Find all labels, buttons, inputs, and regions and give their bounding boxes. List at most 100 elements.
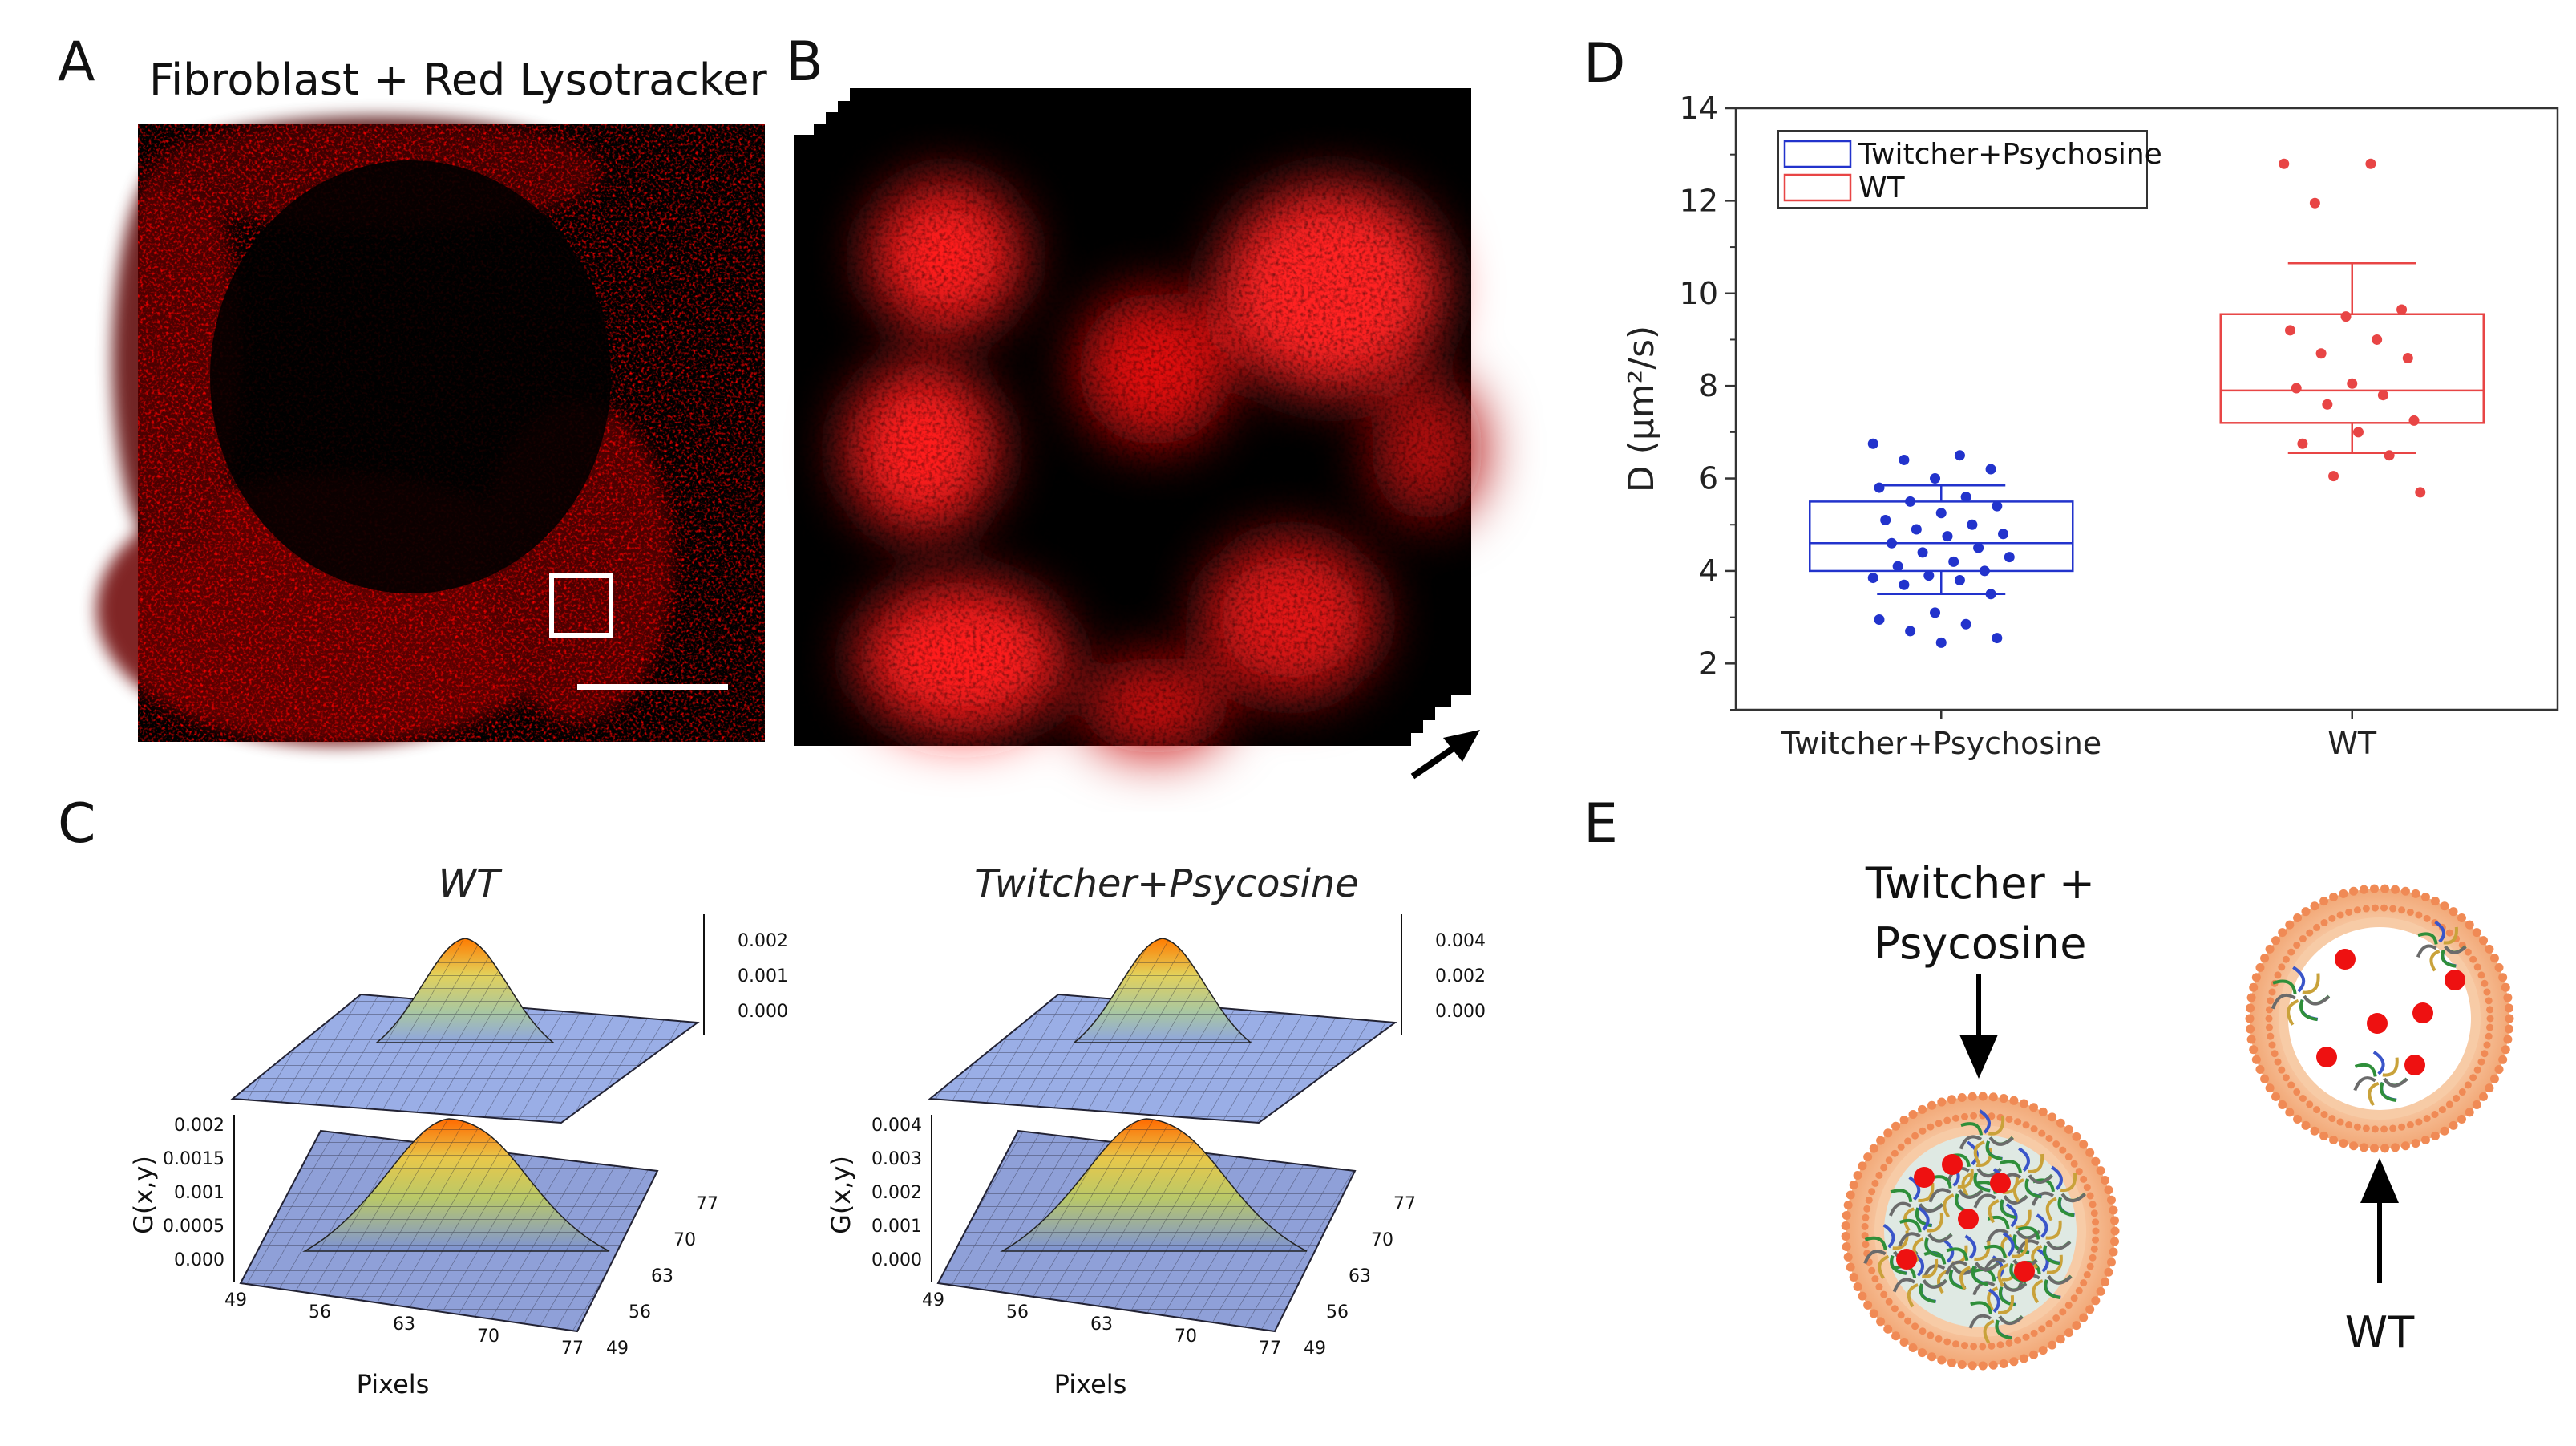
lipid-head (2106, 1258, 2116, 1267)
lipid-head (1846, 1262, 1855, 1272)
lipid-head (2430, 1131, 2440, 1140)
data-surface-mesh (233, 994, 698, 1123)
data-point (1930, 473, 1941, 484)
y-pixel-tick: 56 (629, 1302, 651, 1322)
panel-a-title: Fibroblast + Red Lysotracker (149, 55, 767, 105)
lipid-head-inner (1952, 1114, 1960, 1122)
lipid-head (1858, 1291, 1867, 1301)
fluorophore-dot (1896, 1249, 1917, 1270)
lysosome-twitcher (1841, 1092, 2120, 1371)
panel-b-letter: B (786, 30, 823, 94)
data-point (2365, 158, 2376, 169)
lipid-head (1843, 1201, 1853, 1210)
lipid-head (2293, 1114, 2303, 1124)
lipid-head (2359, 885, 2368, 894)
protein-strand (1917, 1206, 1930, 1231)
lipid-head (2380, 1144, 2390, 1153)
protein-strand (2000, 1199, 2017, 1220)
lipid-head (2096, 1166, 2105, 1176)
surface-plot-wt: WT 0.000 0.0005 0.001 0.0015 0.002 G(x,y) 0.002… (128, 861, 788, 1399)
lipid-head (2479, 936, 2489, 946)
lipid-head (2104, 1185, 2113, 1195)
lipid-head-inner (1861, 1222, 1869, 1230)
lipid-head (1841, 1232, 1850, 1241)
lipid-head-inner (2458, 1088, 2466, 1096)
panel-d-letter: D (1583, 32, 1625, 95)
lipid-head (2380, 884, 2390, 893)
lipid-head (2038, 1346, 2048, 1355)
lipid-head (1978, 1361, 1988, 1371)
lipid-head-inner (2265, 1023, 2273, 1031)
lipid-head (1891, 1121, 1901, 1131)
protein-strand (2032, 1279, 2044, 1304)
lipid-head-inner (2052, 1314, 2060, 1322)
protein-strand (1878, 1254, 1890, 1280)
lipid-head-inner (1970, 1112, 1978, 1120)
lipid-head (2420, 893, 2430, 902)
lipid-head-inner (2423, 1115, 2431, 1123)
legend-swatch (1783, 140, 1852, 168)
lipid-head-inner (2045, 1134, 2053, 1142)
data-surface-mesh (930, 994, 1395, 1123)
x-pixel-tick: 56 (309, 1302, 331, 1322)
lipid-head (1842, 1210, 1851, 1220)
lipid-head (2096, 1286, 2105, 1296)
lipid-head (2245, 1014, 2255, 1023)
lipid-head (2503, 993, 2513, 1002)
data-point (2377, 390, 2388, 401)
lipid-head-inner (2336, 911, 2344, 919)
lipid-head-inner (2005, 1339, 2013, 1347)
lipid-head (2260, 954, 2270, 963)
lipid-head (2457, 1114, 2466, 1124)
lipid-head-inner (1875, 1171, 1883, 1179)
lipid-head (2085, 1148, 2095, 1157)
lipid-head (2369, 884, 2379, 893)
lipid-head-inner (2406, 1121, 2414, 1129)
panel-b: B (786, 30, 1483, 780)
lipid-head (2029, 1350, 2039, 1359)
data-point (1960, 492, 1971, 503)
fit-surface-mesh (305, 1119, 609, 1251)
twitcher-label-line2: Psycosine (1874, 918, 2086, 969)
lipid-head (2110, 1226, 2120, 1236)
lipid-head (2101, 1175, 2110, 1185)
lipid-head (2255, 1064, 2265, 1074)
lipid-head (2079, 1313, 2089, 1322)
lipid-head-inner (2345, 908, 2353, 916)
lipid-head-inner (2059, 1308, 2067, 1316)
lipid-head-inner (2265, 1015, 2273, 1023)
lipid-head (2301, 907, 2311, 917)
lipid-head (2449, 907, 2458, 917)
lipid-head-inner (2328, 1115, 2336, 1123)
protein-strand (1986, 1229, 2009, 1244)
lipid-head-inner (2282, 955, 2290, 963)
lipid-head-inner (2483, 988, 2491, 996)
lipid-head-inner (1927, 1123, 1935, 1131)
lipid-head (2400, 1141, 2410, 1151)
protein-strand (2060, 1193, 2086, 1203)
lipid-head-inner (2052, 1140, 2060, 1148)
lipid-head (2501, 982, 2510, 992)
lipid-head (2359, 1143, 2368, 1152)
lipid-head-inner (2398, 1123, 2406, 1131)
data-point (1935, 508, 1947, 519)
lipid-head (2420, 1135, 2430, 1144)
lipid-head (2072, 1132, 2081, 1141)
lipid-head (2255, 963, 2265, 973)
lipid-head-inner (2092, 1218, 2100, 1226)
lipid-head (1937, 1097, 1947, 1107)
protein-cluster (2416, 920, 2467, 972)
protein-strand (2046, 1241, 2072, 1250)
lipid-head-inner (2090, 1209, 2098, 1217)
protein-strand (1995, 1319, 2012, 1340)
x-axis-title: Pixels (1054, 1369, 1127, 1399)
protein-strand (2434, 920, 2445, 943)
fibroblast-image (96, 116, 765, 746)
fluorophore-dot (1942, 1154, 1963, 1175)
lipid-head-inner (2059, 1146, 2067, 1154)
protein-strand (1968, 1314, 1992, 1329)
lipid-head-inner (2353, 1123, 2361, 1131)
fluorophore-dot (2335, 949, 2356, 970)
data-point (2396, 304, 2408, 315)
lipid-head (2056, 1335, 2065, 1344)
